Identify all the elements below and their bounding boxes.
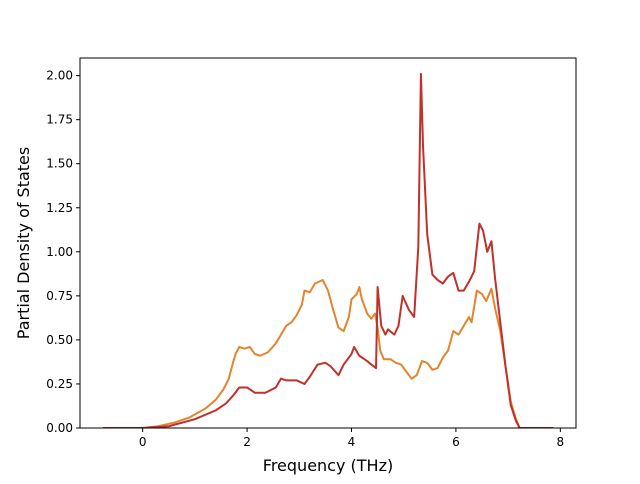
y-tick-label: 2.00 [46, 69, 73, 83]
x-tick-label: 6 [452, 435, 460, 449]
y-tick-label: 1.75 [46, 113, 73, 127]
y-tick-label: 0.50 [46, 333, 73, 347]
series-line-2 [102, 72, 554, 428]
y-axis: 0.00 0.25 0.50 0.75 1.00 1.25 1.50 1.75 2.00 [46, 69, 80, 435]
plot-frame [79, 57, 577, 429]
y-tick-label: 0.25 [46, 377, 73, 391]
x-axis: 0 2 4 6 8 [139, 428, 564, 449]
y-axis-label: Partial Density of States [14, 147, 33, 339]
y-tick-label: 1.25 [46, 201, 73, 215]
y-tick-label: 0.75 [46, 289, 73, 303]
y-tick-label: 1.50 [46, 157, 73, 171]
series-line-1 [102, 279, 554, 428]
x-tick-label: 8 [557, 435, 565, 449]
x-tick-label: 2 [243, 435, 251, 449]
y-tick-label: 1.00 [46, 245, 73, 259]
y-tick-label: 0.00 [46, 421, 73, 435]
x-axis-label: Frequency (THz) [263, 456, 393, 475]
x-tick-label: 0 [139, 435, 147, 449]
x-tick-label: 4 [348, 435, 356, 449]
series-layer [102, 72, 554, 428]
